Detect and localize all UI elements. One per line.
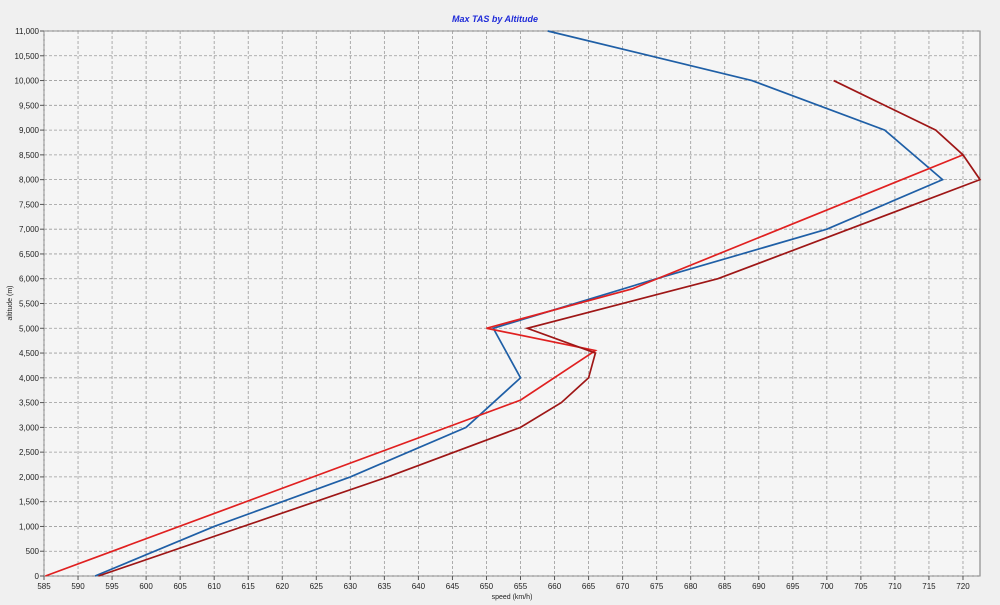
y-tick-label: 4,000 <box>19 374 40 383</box>
y-tick-label: 500 <box>26 547 40 556</box>
y-tick-label: 1,000 <box>19 522 40 531</box>
y-tick-label: 3,500 <box>19 399 40 408</box>
y-tick-label: 6,500 <box>19 250 40 259</box>
x-tick-label: 690 <box>752 582 766 591</box>
y-tick-label: 7,000 <box>19 225 40 234</box>
chart-title: Max TAS by Altitude <box>452 14 538 24</box>
x-tick-label: 625 <box>310 582 324 591</box>
y-tick-label: 10,000 <box>15 77 40 86</box>
x-tick-label: 680 <box>684 582 698 591</box>
x-tick-label: 685 <box>718 582 732 591</box>
x-tick-label: 590 <box>71 582 85 591</box>
x-tick-label: 600 <box>139 582 153 591</box>
x-tick-label: 695 <box>786 582 800 591</box>
x-tick-label: 710 <box>888 582 902 591</box>
y-axis-label: altitude (m) <box>7 285 14 320</box>
y-tick-label: 7,500 <box>19 200 40 209</box>
x-tick-label: 720 <box>956 582 970 591</box>
x-tick-label: 630 <box>344 582 358 591</box>
x-tick-label: 615 <box>242 582 256 591</box>
x-tick-label: 655 <box>514 582 528 591</box>
y-tick-label: 2,000 <box>19 473 40 482</box>
y-tick-label: 5,000 <box>19 324 40 333</box>
x-tick-label: 640 <box>412 582 426 591</box>
y-tick-label: 8,000 <box>19 176 40 185</box>
x-tick-label: 705 <box>854 582 868 591</box>
x-tick-label: 700 <box>820 582 834 591</box>
x-tick-label: 610 <box>208 582 222 591</box>
x-tick-label: 715 <box>922 582 936 591</box>
y-tick-label: 9,000 <box>19 126 40 135</box>
y-tick-label: 3,000 <box>19 423 40 432</box>
x-tick-label: 595 <box>105 582 119 591</box>
x-tick-label: 635 <box>378 582 392 591</box>
x-tick-label: 645 <box>446 582 460 591</box>
series-layer <box>45 30 982 577</box>
y-tick-label: 4,500 <box>19 349 40 358</box>
x-tick-label: 660 <box>548 582 562 591</box>
y-tick-label: 2,500 <box>19 448 40 457</box>
x-tick-label: 605 <box>173 582 187 591</box>
x-tick-label: 650 <box>480 582 494 591</box>
y-tick-label: 11,000 <box>15 27 39 36</box>
y-tick-label: 0 <box>35 572 40 581</box>
x-tick-label: 665 <box>582 582 596 591</box>
x-tick-label: 675 <box>650 582 664 591</box>
x-tick-label: 670 <box>616 582 630 591</box>
y-tick-label: 6,000 <box>19 275 40 284</box>
y-tick-label: 9,500 <box>19 101 40 110</box>
series-line-2 <box>45 154 964 577</box>
y-tick-label: 8,500 <box>19 151 40 160</box>
series-line-3 <box>98 79 982 577</box>
y-tick-label: 10,500 <box>15 52 40 61</box>
tick-layer: 585 590 595 600 605 610 615 620 625 630 635 640 645 6… <box>15 27 971 591</box>
x-axis-label: speed (km/h) <box>492 594 533 601</box>
x-tick-label: 585 <box>37 582 51 591</box>
x-tick-label: 620 <box>276 582 290 591</box>
y-tick-label: 1,500 <box>19 498 40 507</box>
y-tick-label: 5,500 <box>19 300 40 309</box>
